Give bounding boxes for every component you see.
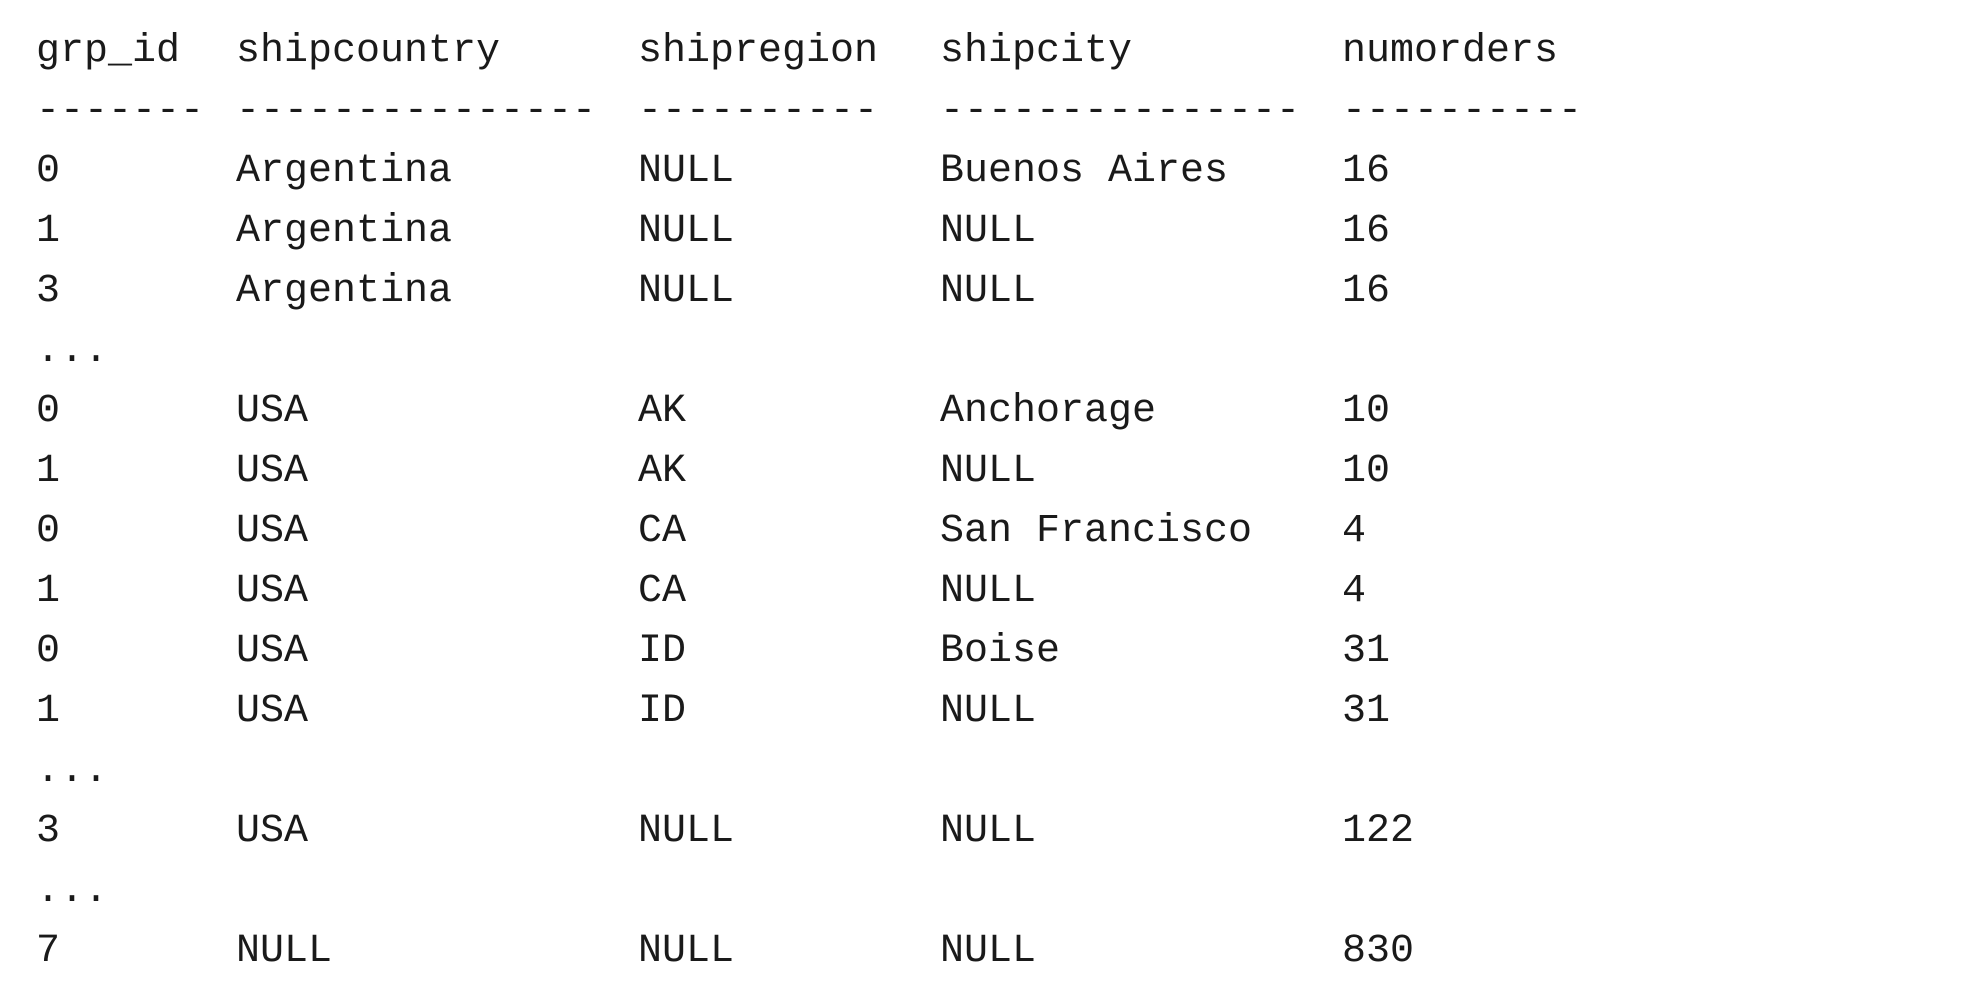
- table-cell: ID: [638, 689, 687, 734]
- table-cell: 0: [36, 509, 61, 554]
- table-cell: Argentina: [236, 209, 453, 254]
- table-cell: 1: [36, 689, 61, 734]
- table-cell: NULL: [638, 269, 735, 314]
- table-cell: 31: [1342, 689, 1391, 734]
- table-cell: NULL: [940, 569, 1037, 614]
- ellipsis-row: ...: [36, 749, 109, 794]
- table-cell: USA: [236, 389, 309, 434]
- separator: -------: [36, 89, 205, 134]
- table-row: 1 Argentina NULL NULL 16: [36, 202, 1936, 262]
- table-cell: USA: [236, 809, 309, 854]
- table-row: 0 USA AK Anchorage 10: [36, 382, 1936, 442]
- table-cell: 16: [1342, 149, 1391, 194]
- ellipsis-row: ...: [36, 869, 109, 914]
- table-row: 1 USA ID NULL 31: [36, 682, 1936, 742]
- table-cell: 1: [36, 569, 61, 614]
- header-row: grp_id shipcountry shipregion shipcity n…: [36, 22, 1936, 82]
- ellipsis-row: ...: [36, 329, 109, 374]
- table-cell: Boise: [940, 629, 1061, 674]
- table-cell: 0: [36, 149, 61, 194]
- table-cell: NULL: [940, 209, 1037, 254]
- table-row: 7 NULL NULL NULL 830: [36, 922, 1936, 982]
- table-row: 3 Argentina NULL NULL 16: [36, 262, 1936, 322]
- separator: ---------------: [940, 89, 1301, 134]
- table-cell: Anchorage: [940, 389, 1157, 434]
- table-cell: 830: [1342, 929, 1415, 974]
- table-cell: USA: [236, 689, 309, 734]
- table-cell: 31: [1342, 629, 1391, 674]
- separator: ----------: [638, 89, 879, 134]
- result-rows: 0 Argentina NULL Buenos Aires 16 1 Argentina NU…: [36, 142, 1936, 982]
- table-cell: NULL: [638, 809, 735, 854]
- query-result: grp_id shipcountry shipregion shipcity n…: [36, 22, 1936, 982]
- table-row: 0 Argentina NULL Buenos Aires 16: [36, 142, 1936, 202]
- table-row: 1 USA AK NULL 10: [36, 442, 1936, 502]
- column-header-shipcountry: shipcountry: [236, 29, 501, 74]
- table-cell: 0: [36, 389, 61, 434]
- table-cell: Buenos Aires: [940, 149, 1229, 194]
- table-cell: NULL: [638, 149, 735, 194]
- table-row: 0 USA CA San Francisco 4: [36, 502, 1936, 562]
- table-row: 0 USA ID Boise 31: [36, 622, 1936, 682]
- table-cell: 16: [1342, 269, 1391, 314]
- table-cell: 10: [1342, 449, 1391, 494]
- table-cell: NULL: [940, 929, 1037, 974]
- table-cell: NULL: [236, 929, 333, 974]
- separator-row: ------- --------------- ---------- -----…: [36, 82, 1936, 142]
- table-cell: USA: [236, 449, 309, 494]
- table-cell: Argentina: [236, 149, 453, 194]
- column-header-numorders: numorders: [1342, 29, 1559, 74]
- table-cell: CA: [638, 569, 687, 614]
- table-cell: NULL: [940, 449, 1037, 494]
- column-header-grp-id: grp_id: [36, 29, 181, 74]
- table-row: 3 USA NULL NULL 122: [36, 802, 1936, 862]
- table-cell: USA: [236, 569, 309, 614]
- table-cell: NULL: [940, 269, 1037, 314]
- table-cell: USA: [236, 629, 309, 674]
- column-header-shipregion: shipregion: [638, 29, 879, 74]
- table-cell: NULL: [940, 689, 1037, 734]
- table-cell: 7: [36, 929, 61, 974]
- table-cell: AK: [638, 389, 687, 434]
- table-cell: San Francisco: [940, 509, 1253, 554]
- table-cell: NULL: [638, 929, 735, 974]
- table-cell: NULL: [940, 809, 1037, 854]
- table-cell: USA: [236, 509, 309, 554]
- separator: ----------: [1342, 89, 1583, 134]
- table-cell: 1: [36, 209, 61, 254]
- table-cell: 0: [36, 629, 61, 674]
- table-cell: 122: [1342, 809, 1415, 854]
- table-cell: NULL: [638, 209, 735, 254]
- table-cell: 4: [1342, 569, 1367, 614]
- table-cell: 1: [36, 449, 61, 494]
- table-cell: 3: [36, 809, 61, 854]
- table-cell: 4: [1342, 509, 1367, 554]
- column-header-shipcity: shipcity: [940, 29, 1133, 74]
- table-cell: 10: [1342, 389, 1391, 434]
- table-cell: 3: [36, 269, 61, 314]
- table-cell: Argentina: [236, 269, 453, 314]
- separator: ---------------: [236, 89, 597, 134]
- table-row: 1 USA CA NULL 4: [36, 562, 1936, 622]
- table-cell: 16: [1342, 209, 1391, 254]
- table-cell: ID: [638, 629, 687, 674]
- table-cell: CA: [638, 509, 687, 554]
- table-cell: AK: [638, 449, 687, 494]
